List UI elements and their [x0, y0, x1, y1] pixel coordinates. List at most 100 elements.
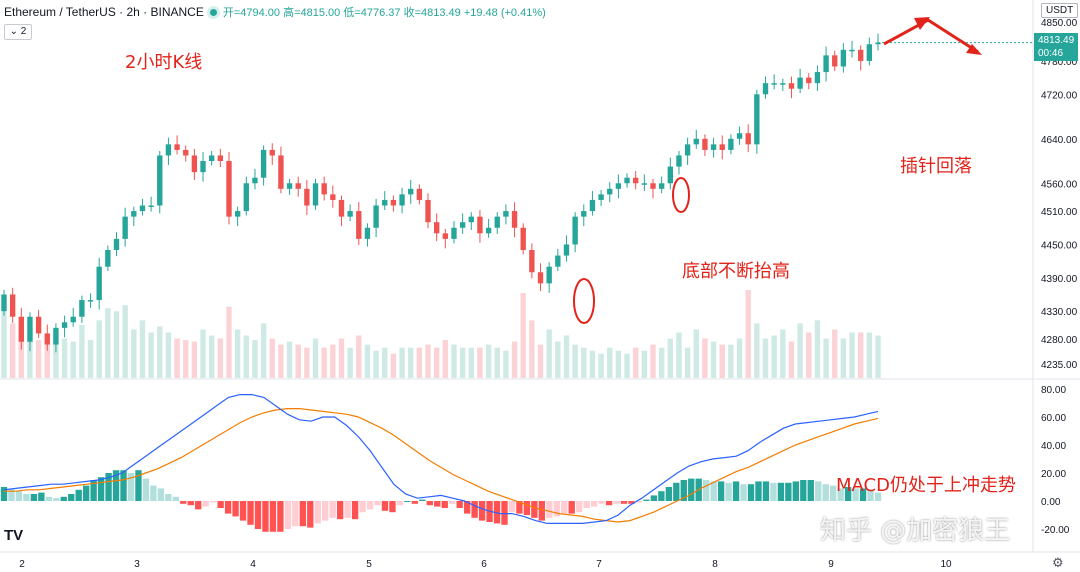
candle-body [607, 188, 613, 195]
histogram-bar [396, 501, 404, 506]
volume-bar [477, 347, 483, 378]
volume-bar [312, 338, 319, 378]
histogram-bar [411, 501, 419, 504]
volume-bar [771, 335, 777, 378]
histogram-bar [344, 501, 351, 518]
histogram-bar [284, 501, 292, 529]
volume-bar [788, 341, 795, 378]
volume-bar [459, 347, 466, 378]
histogram-bar [299, 501, 306, 527]
volume-bar [615, 350, 622, 378]
volume-bar [105, 308, 111, 378]
histogram-bar [239, 501, 247, 521]
volume-bar [702, 338, 708, 378]
volume-bar [676, 332, 682, 378]
candle-body [286, 183, 293, 189]
histogram-bar [0, 487, 8, 501]
annotation-oval-pin [672, 177, 690, 213]
candle-body [719, 144, 725, 150]
candle-body [200, 161, 206, 173]
candle-body [209, 155, 215, 162]
histogram-bar [755, 481, 762, 501]
candle-body [390, 199, 397, 206]
currency-button[interactable]: USDT [1041, 3, 1079, 18]
histogram-bar [456, 501, 463, 508]
histogram-bar [703, 480, 710, 501]
volume-bar [780, 329, 786, 378]
histogram-bar [292, 501, 299, 527]
candle-body [832, 55, 838, 67]
volume-bar [658, 347, 665, 378]
candle-body [433, 222, 440, 234]
volume-bar [122, 305, 128, 378]
volume-bar [684, 347, 691, 378]
candle-body [771, 83, 777, 85]
histogram-bar [142, 478, 150, 501]
annotation-k-line: 2小时K线 [125, 52, 203, 73]
histogram-bar [45, 496, 52, 501]
volume-bar [546, 329, 552, 378]
volume-bar [806, 332, 812, 378]
candle-body [425, 199, 431, 223]
signal-line [4, 408, 879, 523]
histogram-bar [157, 488, 165, 501]
histogram-bar [75, 489, 82, 501]
candle-body [459, 222, 466, 228]
candles [1, 33, 881, 353]
price-tick-label: 4560.00 [1041, 179, 1078, 190]
candle-body [1, 294, 7, 312]
histogram-bar [710, 481, 717, 501]
candle-body [226, 161, 232, 217]
time-tick-label: 3 [134, 559, 140, 570]
volume-bar [572, 344, 578, 378]
volume-bar [529, 320, 535, 378]
symbol-title[interactable]: Ethereum / TetherUS · 2h · BINANCE [4, 5, 204, 19]
indicator-collapse-button[interactable]: ⌄ 2 [4, 24, 32, 40]
candle-body [529, 250, 535, 273]
candle-body [849, 49, 855, 52]
candle-body [581, 211, 587, 217]
gear-icon[interactable]: ⚙ [1052, 555, 1064, 570]
candle-body [814, 72, 821, 84]
candle-body [105, 250, 111, 267]
histogram-bar [217, 501, 224, 508]
histogram-bar [493, 501, 501, 524]
candle-body [234, 211, 241, 217]
candle-body [269, 149, 275, 156]
candle-body [165, 144, 172, 156]
volume-bar [390, 353, 397, 378]
macd-tick-label: 60.00 [1041, 413, 1066, 424]
histogram-bar [322, 501, 329, 521]
time-tick-label: 7 [596, 559, 602, 570]
volume-bar [243, 335, 249, 378]
volume-bar [191, 341, 198, 378]
volume-bar [537, 344, 544, 378]
macd-line [3, 394, 879, 525]
volume-bar [364, 344, 371, 378]
volume-bar [598, 353, 604, 378]
histogram-bar [366, 501, 374, 510]
histogram-bar [762, 481, 770, 501]
price-tick-label: 4780.00 [1041, 57, 1078, 68]
macd-tick-label: 0.00 [1041, 497, 1061, 508]
candle-body [347, 211, 353, 217]
histogram-bar [8, 488, 15, 501]
candle-body [442, 233, 449, 239]
candle-body [373, 205, 379, 228]
candle-body [702, 138, 708, 150]
volume-bar [840, 338, 847, 378]
candle-body [745, 133, 751, 145]
annotation-rising-bottoms: 底部不断抬高 [682, 261, 790, 282]
histogram-bar [650, 495, 658, 501]
candle-body [866, 44, 873, 61]
volume-bar [667, 338, 673, 378]
candle-body [356, 211, 362, 239]
histogram-bar [187, 501, 194, 506]
candle-body [858, 49, 864, 61]
histogram-bar [635, 501, 643, 503]
bar-countdown: 00:46 [1038, 48, 1064, 59]
histogram-bar [269, 501, 277, 532]
histogram-bar [374, 501, 381, 506]
candle-body [780, 83, 786, 85]
